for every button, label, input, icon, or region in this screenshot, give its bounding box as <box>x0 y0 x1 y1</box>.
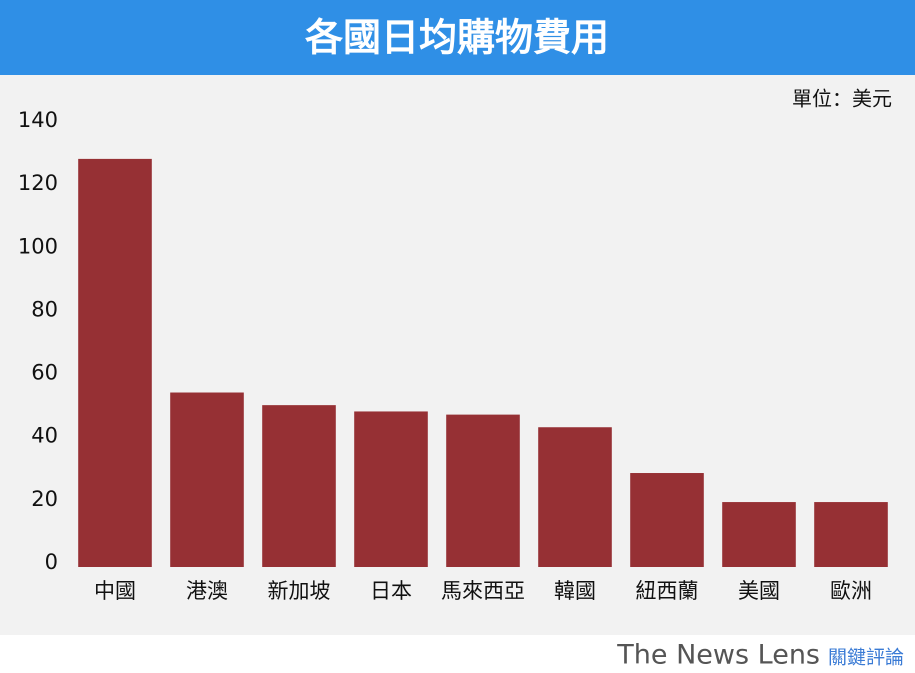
bar <box>170 392 244 567</box>
x-tick-label: 美國 <box>738 579 780 603</box>
y-tick-label: 60 <box>31 361 58 385</box>
bar <box>446 414 520 567</box>
header-band <box>0 0 915 75</box>
y-tick-label: 80 <box>31 297 58 321</box>
chart-title: 各國日均購物費用 <box>305 16 609 60</box>
bar <box>722 502 796 567</box>
x-tick-label: 韓國 <box>554 579 596 603</box>
x-tick-label: 歐洲 <box>830 579 872 603</box>
bar <box>814 502 888 567</box>
x-tick-label: 馬來西亞 <box>441 579 525 603</box>
bar <box>78 158 152 567</box>
footer-brand-zh: 關鍵評論 <box>828 647 904 669</box>
bar <box>262 405 336 567</box>
x-tick-label: 中國 <box>94 579 136 603</box>
footer-brand: The News Lens <box>616 640 820 671</box>
y-tick-label: 120 <box>18 171 58 195</box>
bar <box>630 473 704 567</box>
y-tick-label: 20 <box>31 487 58 511</box>
x-tick-label: 新加坡 <box>268 579 331 603</box>
x-tick-label: 紐西蘭 <box>636 579 699 603</box>
x-tick-label: 日本 <box>370 579 412 603</box>
y-tick-label: 100 <box>18 234 58 258</box>
y-tick-label: 40 <box>31 424 58 448</box>
bar <box>538 427 612 567</box>
x-tick-label: 港澳 <box>186 579 228 603</box>
unit-label: 單位：美元 <box>792 87 892 111</box>
y-tick-label: 140 <box>18 108 58 132</box>
y-tick-label: 0 <box>45 550 58 574</box>
bar <box>354 411 428 567</box>
